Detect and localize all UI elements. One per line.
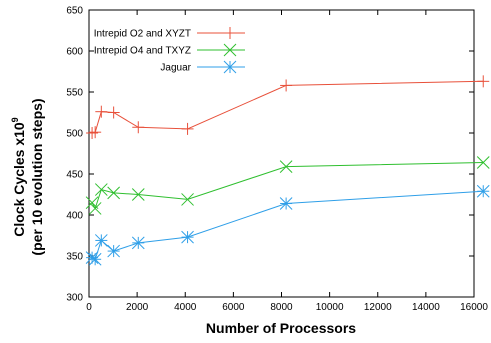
legend-entry-3: Jaguar [160, 60, 245, 74]
x-tick-label: 16000 [460, 302, 488, 313]
data-point [95, 105, 108, 118]
legend-marker [224, 27, 236, 39]
legend-entry-1: Intrepid O2 and XYZT [94, 27, 245, 40]
data-point [85, 196, 99, 210]
marker-stroke [94, 183, 108, 196]
data-point [181, 122, 194, 135]
data-point [181, 230, 194, 244]
series-2 [85, 156, 490, 215]
marker-stroke [181, 230, 194, 244]
data-point [85, 251, 99, 264]
data-point [181, 193, 194, 206]
marker-stroke [476, 156, 490, 169]
legend-label: Jaguar [160, 63, 191, 74]
marker-stroke [88, 252, 102, 266]
data-point [476, 156, 490, 169]
chart-legend: Intrepid O2 and XYZT Intrepid O4 and TXYZ… [94, 27, 245, 74]
y-tick-label: 600 [66, 47, 83, 58]
x-tick-label: 6000 [222, 302, 245, 313]
y-tick-label: 550 [66, 88, 83, 99]
x-tick-label: 14000 [412, 302, 440, 313]
data-point [132, 121, 145, 134]
marker-stroke [85, 251, 99, 264]
legend-label: Intrepid O4 and TXYZ [94, 46, 191, 57]
y-tick-label: 300 [66, 293, 83, 304]
x-tick-label: 10000 [316, 302, 344, 313]
marker-stroke [476, 184, 490, 198]
data-point [107, 244, 120, 258]
series-line [91, 162, 484, 210]
series-line [91, 190, 484, 261]
data-point [88, 202, 102, 215]
marker-stroke [223, 60, 237, 74]
data-point [89, 126, 102, 139]
data-point [476, 184, 490, 198]
y-tick-label: 500 [66, 129, 83, 140]
data-point [107, 106, 120, 119]
series-1 [86, 75, 490, 139]
data-point [88, 252, 102, 266]
y-axis-subtitle: (per 10 evolution steps) [29, 98, 45, 255]
marker-stroke [131, 188, 145, 201]
marker-stroke [88, 202, 102, 215]
marker-stroke [223, 43, 237, 57]
data-point [131, 188, 145, 201]
x-tick-label: 2000 [126, 302, 149, 313]
y-tick-label: 400 [66, 211, 83, 222]
series-3 [85, 184, 490, 266]
data-point [131, 236, 145, 250]
marker-stroke [279, 197, 293, 210]
series-line [91, 80, 484, 134]
marker-stroke [181, 193, 194, 206]
marker-stroke [107, 186, 120, 200]
y-axis-title: Clock Cycles x109 [10, 117, 27, 236]
data-point [86, 127, 99, 139]
data-point [279, 160, 293, 173]
legend-label: Intrepid O2 and XYZT [94, 29, 191, 40]
data-point [107, 186, 120, 200]
x-tick-label: 4000 [174, 302, 197, 313]
marker-stroke [131, 236, 145, 250]
x-tick-label: 12000 [364, 302, 392, 313]
x-tick-label: 0 [86, 302, 92, 313]
data-point [280, 79, 293, 92]
marker-stroke [279, 160, 293, 173]
data-point [279, 197, 293, 210]
marker-stroke [107, 244, 120, 258]
chart-ticks: 0 2000 4000 6000 8000 10000 12000 14000 16000 300… [66, 6, 488, 314]
legend-marker [223, 60, 237, 74]
y-tick-label: 650 [66, 6, 83, 17]
y-tick-label: 350 [66, 252, 83, 263]
y-axis-title-superscript: 9 [10, 117, 20, 122]
data-point [94, 234, 108, 247]
legend-marker [223, 43, 237, 57]
data-point [477, 75, 490, 88]
chart-series [85, 75, 490, 266]
legend-entry-2: Intrepid O4 and TXYZ [94, 43, 245, 57]
x-tick-label: 8000 [270, 302, 293, 313]
data-point [94, 183, 108, 196]
marker-stroke [94, 234, 108, 247]
x-axis-title: Number of Processors [206, 320, 356, 336]
y-axis-title-main: Clock Cycles x10 [11, 122, 27, 237]
marker-stroke [85, 196, 99, 210]
y-tick-label: 450 [66, 170, 83, 181]
